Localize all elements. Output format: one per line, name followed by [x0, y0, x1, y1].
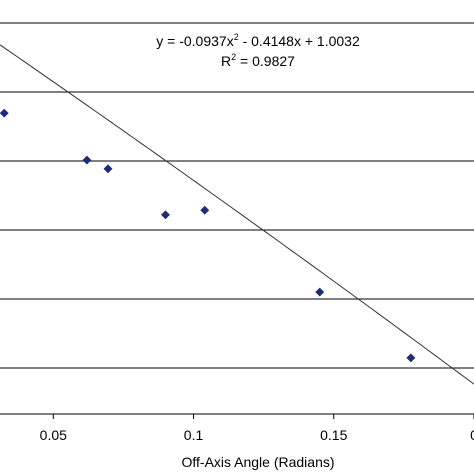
- x-tick-label: 0.05: [40, 427, 67, 443]
- x-tick-label: 0: [470, 427, 474, 443]
- grid-lines: [0, 22, 474, 369]
- x-tick-marks: [52, 414, 474, 419]
- x-tick-label: 0.1: [184, 427, 204, 443]
- data-point: [406, 353, 416, 363]
- data-points: [0, 108, 416, 363]
- r-squared-exponent: 2: [231, 52, 236, 62]
- data-point: [160, 210, 171, 220]
- x-tick-label: 0.15: [320, 427, 347, 443]
- trendline: [0, 44, 474, 385]
- r-squared-prefix: R: [221, 53, 231, 69]
- equation-part-2: - 0.4148x + 1.0032: [239, 33, 360, 49]
- data-point: [0, 108, 9, 118]
- x-axis-title: Off-Axis Angle (Radians): [181, 454, 334, 470]
- r-squared-value: = 0.9827: [236, 53, 295, 69]
- data-point: [103, 164, 113, 174]
- equation-exponent: 2: [234, 32, 239, 42]
- data-point: [315, 287, 325, 297]
- data-point: [200, 205, 210, 215]
- x-tick-labels: 0.05 0.1 0.15 0: [40, 427, 474, 443]
- data-point: [82, 155, 92, 165]
- equation-part-1: y = -0.0937x: [156, 33, 233, 49]
- r-squared-label: R2 = 0.9827: [221, 52, 295, 69]
- trendline-equation: y = -0.0937x2 - 0.4148x + 1.0032: [156, 32, 360, 49]
